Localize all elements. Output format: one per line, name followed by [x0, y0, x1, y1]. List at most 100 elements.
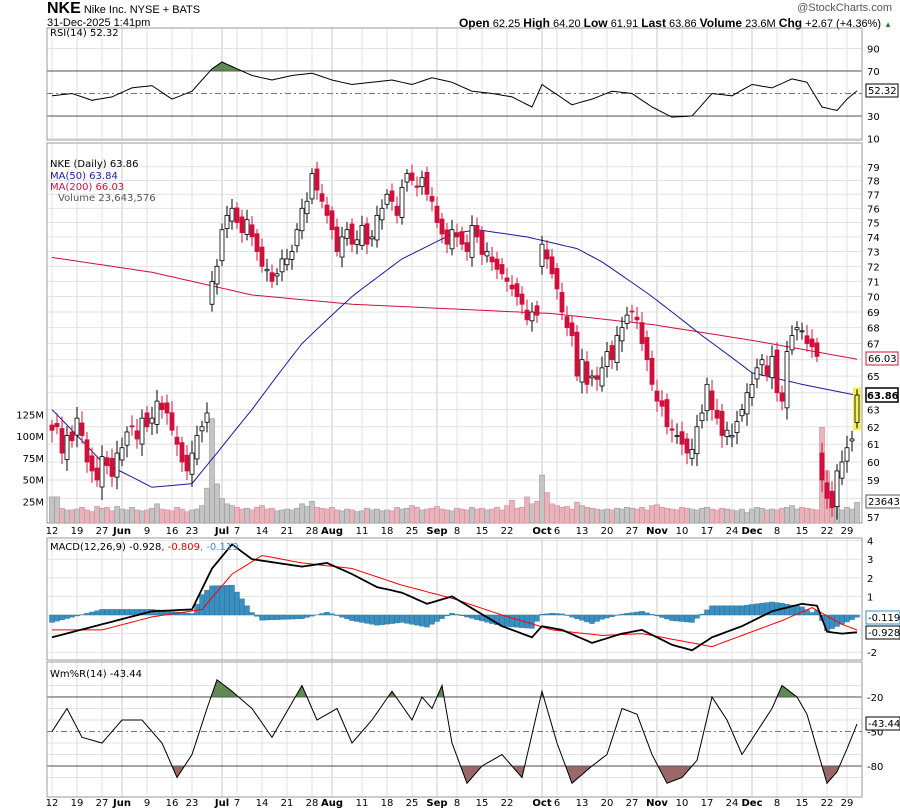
chart-title: NKE Nike Inc. NYSE + BATS [47, 0, 200, 18]
volume-bar [459, 508, 465, 524]
candle [69, 425, 75, 448]
candle [814, 337, 820, 362]
candle [89, 447, 95, 483]
volume-bar [569, 508, 575, 524]
volume-bar [709, 508, 715, 524]
candle [659, 390, 665, 417]
volume-bar [494, 507, 500, 524]
rsi-tick-label: 30 [867, 112, 880, 123]
date-tick-label: 25 [406, 526, 419, 537]
macd-histogram-bar [309, 614, 315, 617]
candle [334, 218, 340, 257]
candle [429, 187, 435, 212]
price-tick-label: 72 [867, 262, 880, 273]
panel-borders [46, 27, 863, 798]
date-tick-label: 15 [796, 798, 809, 809]
change-value: +2.67 (+4.36%) [805, 18, 882, 30]
macd-histogram-bar [304, 614, 310, 618]
candle-body [814, 342, 820, 357]
candle-body [94, 467, 100, 481]
candle-body [109, 457, 115, 477]
volume-bar [379, 510, 385, 524]
macd-histogram-bar [759, 603, 765, 616]
volume-bar [374, 508, 380, 524]
volume-bar [344, 508, 350, 524]
volume-bar [164, 509, 170, 524]
macd-histogram-bar [109, 609, 115, 616]
candle [54, 413, 60, 435]
candle [489, 246, 495, 271]
volume-bar [299, 503, 305, 524]
candle-body [624, 314, 630, 324]
volume-bar [389, 510, 395, 524]
macd-histogram-bar [554, 613, 560, 616]
candle [479, 226, 485, 265]
macd-histogram-bar [64, 614, 70, 619]
date-tick-label: 13 [576, 526, 589, 537]
rsi-tick-label: 90 [867, 45, 880, 56]
macd-histogram-bar [709, 605, 715, 616]
macd-histogram-bar [404, 614, 410, 624]
candle-body [84, 439, 90, 463]
candle [464, 234, 470, 261]
candle-body [354, 239, 360, 245]
volume-bar [294, 507, 300, 524]
candle-body [479, 230, 485, 255]
candle-body [179, 442, 185, 463]
candle [734, 410, 740, 445]
volume-bar [509, 500, 515, 524]
candle-body [124, 431, 130, 446]
candle [179, 436, 185, 473]
macd-histogram-bar [729, 605, 735, 616]
candle-body [689, 449, 695, 459]
candle [524, 299, 530, 326]
volume-bar [539, 474, 545, 524]
volume-bar [264, 508, 270, 524]
macd-histogram-bar [569, 614, 575, 618]
price-tick-label: 74 [867, 233, 880, 244]
macd-histogram-bar [734, 605, 740, 616]
volume-bar [419, 509, 425, 524]
legends: RSI(14) 52.32 NKE (Daily) 63.86 MA(50) 6… [50, 28, 239, 680]
macd-histogram-bar [49, 614, 55, 623]
macd-signal-line [52, 554, 858, 648]
date-tick-label: 9 [144, 798, 150, 809]
price-tick-label: 65 [867, 372, 880, 383]
date-tick-label: 24 [726, 526, 739, 537]
date-tick-label: 22 [501, 526, 514, 537]
macd-histogram-bar [544, 613, 550, 616]
ma200-line [51, 256, 858, 360]
candle [569, 315, 575, 347]
candle-body [329, 210, 335, 231]
macd-histogram-bar [514, 614, 520, 628]
candle [359, 215, 365, 251]
date-tick-label: 17 [701, 526, 714, 537]
candle-body [359, 224, 365, 246]
candle [409, 164, 415, 186]
candle [804, 324, 810, 352]
date-tick-label: 14 [256, 526, 269, 537]
candle [499, 258, 505, 280]
candle-body [284, 258, 290, 266]
candle-body [604, 351, 610, 367]
volume-bar [214, 483, 220, 524]
macd-histogram-bar [444, 614, 450, 617]
candle [249, 216, 255, 247]
date-tick-label: 21 [281, 526, 294, 537]
volume-bar [119, 508, 125, 524]
candle [229, 199, 235, 230]
candle-body [274, 273, 280, 277]
candle-body [229, 207, 235, 222]
volume-bar [339, 510, 345, 524]
date-tick-label: Jul [214, 798, 229, 809]
willr-tick-label: -20 [867, 693, 883, 704]
candle [514, 277, 520, 306]
candle [309, 168, 315, 205]
candle [509, 275, 515, 297]
volume-bar [794, 508, 800, 524]
candle-body [634, 316, 640, 321]
macd-histogram-bar [534, 614, 540, 622]
macd-histogram-bar [409, 614, 415, 625]
volume-bar [109, 510, 115, 524]
